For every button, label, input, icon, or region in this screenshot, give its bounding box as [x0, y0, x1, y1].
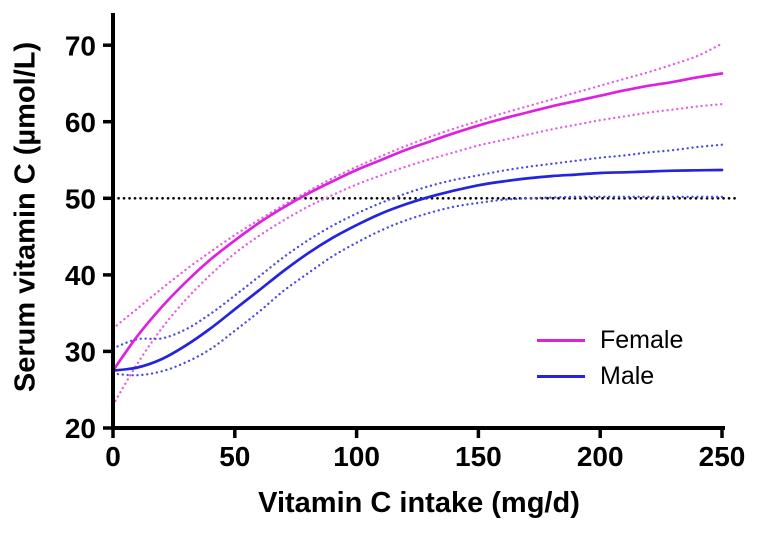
female-ci-upper-ci-upper-curve — [111, 42, 724, 330]
y-tick-label: 60 — [65, 107, 96, 138]
female-mean-curve — [111, 72, 724, 372]
legend-item-female: Female — [537, 326, 684, 354]
legend-label-female: Female — [600, 326, 684, 354]
y-axis-title: Serum vitamin C (µmol/L) — [9, 41, 42, 393]
y-tick-label: 30 — [65, 336, 96, 367]
male-ci-upper-ci-upper-curve — [111, 143, 724, 350]
legend: Female Male — [537, 326, 684, 390]
x-tick-label: 100 — [333, 441, 380, 472]
female-line-swatch — [537, 339, 585, 342]
y-tick-label: 70 — [65, 30, 96, 61]
y-tick-label: 20 — [65, 413, 96, 444]
x-tick-label: 250 — [699, 441, 746, 472]
x-tick-label: 0 — [105, 441, 121, 472]
x-tick-label: 200 — [577, 441, 624, 472]
legend-label-male: Male — [600, 362, 655, 390]
x-axis-title: Vitamin C intake (mg/d) — [258, 487, 580, 519]
male-line-swatch — [537, 375, 585, 378]
male-mean-curve — [111, 168, 724, 372]
female-ci-lower-ci-lower-curve — [111, 102, 724, 407]
legend-item-male: Male — [537, 362, 683, 390]
y-tick-label: 40 — [65, 260, 96, 291]
x-tick-label: 50 — [219, 441, 250, 472]
x-tick-label: 150 — [455, 441, 502, 472]
y-tick-label: 50 — [65, 183, 96, 214]
